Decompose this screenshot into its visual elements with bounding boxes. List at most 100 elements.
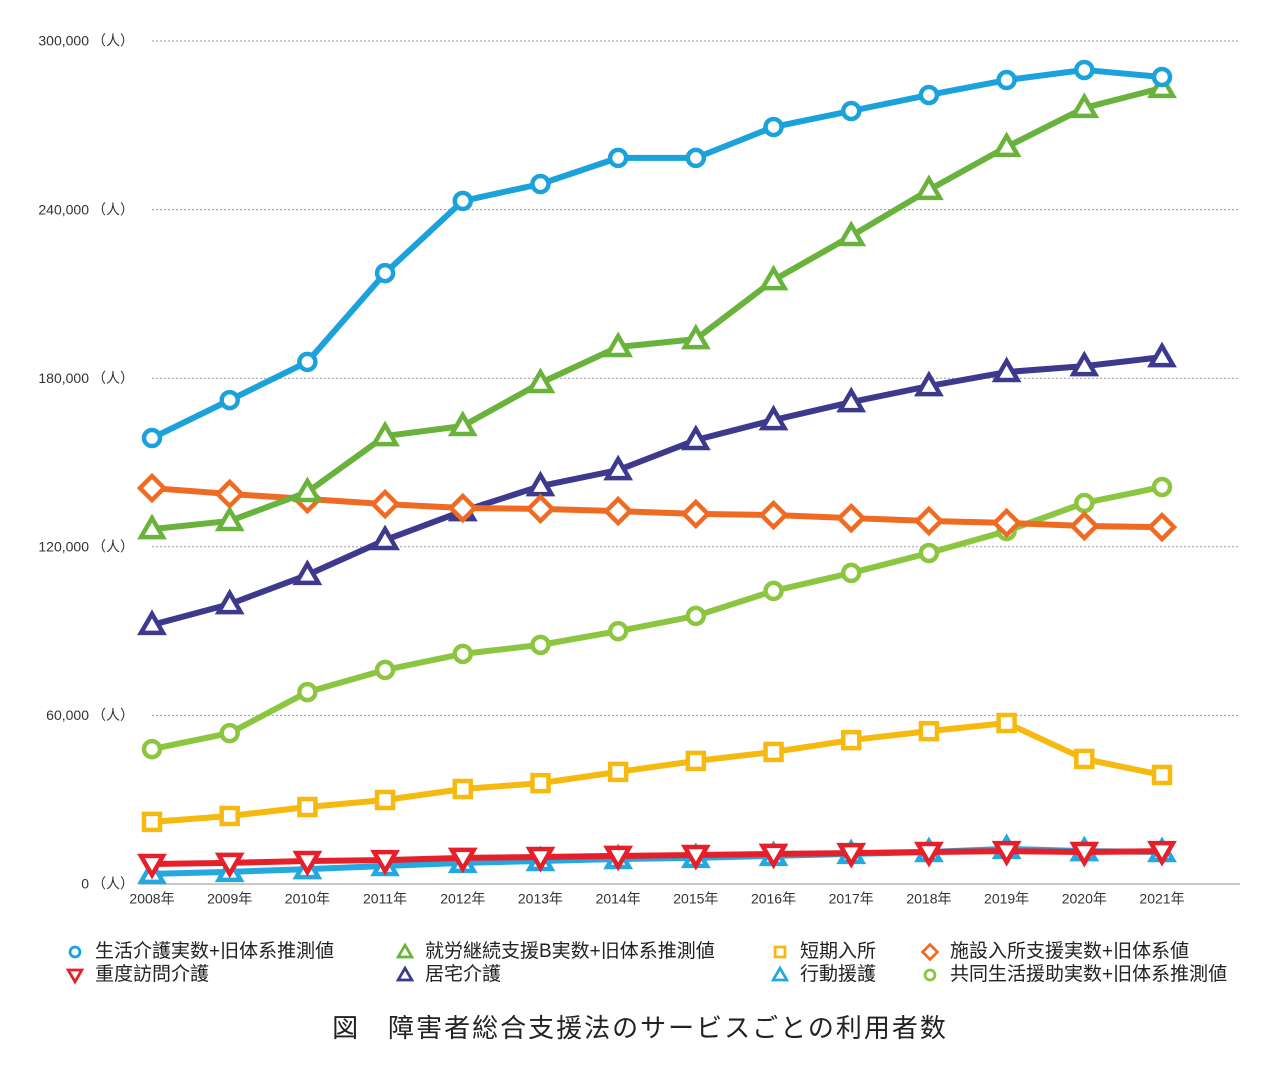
data-point [1069,510,1100,542]
data-point [214,852,245,879]
series-0 [141,59,1173,449]
y-tick-unit: （人） [92,707,134,723]
y-tick-unit: （人） [92,33,134,49]
data-point [680,844,711,871]
data-point [1147,341,1177,368]
legend-item: 施設入所支援実数+旧体系値 [920,940,1245,963]
data-point [297,681,318,703]
data-point [530,634,551,656]
triangle-down-marker-icon [65,968,85,985]
square-marker-icon [773,945,787,958]
chart-legend: 生活介護実数+旧体系推測値 就労継続支援B実数+旧体系推測値 短期入所 施設入所支援実… [65,940,1245,986]
y-tick-label: 0 [81,876,89,892]
x-tick-label: 2020年 [1062,891,1107,907]
line-chart: 0 （人）60,000 （人）120,000 （人）180,000 （人）240,000… [38,33,1240,907]
data-point [918,542,940,564]
data-point [374,659,396,681]
data-point [1151,476,1173,498]
data-point [758,404,789,431]
data-point [602,495,634,527]
legend-item: 就労継続支援B実数+旧体系推測値 [395,940,770,963]
data-point [369,488,401,520]
data-point [996,69,1017,91]
data-point [1151,66,1173,88]
x-tick-label: 2018年 [906,891,951,907]
data-point [918,84,940,106]
data-point [370,524,400,551]
data-point [840,100,862,122]
y-tick-label: 300,000 [38,33,89,49]
data-point [603,845,634,872]
y-tick-label: 240,000 [38,201,89,217]
x-tick-label: 2016年 [751,891,796,907]
legend-label: 就労継続支援B実数+旧体系推測値 [425,941,715,962]
x-tick-label: 2013年 [518,891,563,907]
legend-label: 生活介護実数+旧体系推測値 [95,941,335,962]
data-point [763,741,784,763]
x-tick-label: 2008年 [129,891,174,907]
data-point [913,505,945,537]
x-tick-label: 2021年 [1139,891,1184,907]
x-tick-label: 2012年 [440,891,485,907]
data-point [758,264,789,291]
x-tick-label: 2017年 [829,891,874,907]
legend-label: 居宅介護 [425,964,502,985]
data-point [603,331,634,358]
y-tick-unit: （人） [92,201,134,217]
data-point [374,262,396,284]
data-point [914,841,944,868]
data-point [447,492,478,524]
data-point [685,147,707,169]
data-point [1074,492,1095,514]
data-point [1074,748,1095,770]
data-point [991,356,1022,383]
data-point [914,370,944,397]
data-point [680,323,711,350]
x-tick-label: 2010年 [285,891,330,907]
data-point [1146,511,1178,543]
legend-item: 共同生活援助実数+旧体系推測値 [920,963,1245,986]
data-point [991,840,1022,867]
legend-label: 短期入所 [800,941,877,962]
data-point [1069,841,1100,868]
chart-caption: 図 障害者総合支援法のサービスごとの利用者数 [332,1013,948,1043]
y-tick-label: 120,000 [38,539,89,555]
data-point [141,427,163,449]
data-point [680,424,711,451]
x-tick-label: 2014年 [596,891,641,907]
data-point [525,470,556,497]
series-4 [137,840,1177,880]
series-line [149,719,1165,825]
data-point [292,559,323,586]
series-2 [141,712,1173,833]
legend-label: 施設入所支援実数+旧体系値 [950,941,1190,962]
data-point [840,562,862,584]
legend-item: 短期入所 [770,940,920,963]
circle-marker-icon [923,968,937,981]
data-point [1069,92,1100,119]
y-tick-unit: （人） [92,876,134,892]
data-point [1147,840,1177,867]
series-line [149,483,1165,753]
data-point [141,738,163,760]
y-tick-label: 60,000 [46,707,89,723]
triangle-up-marker-icon [770,964,790,981]
data-point [996,712,1017,734]
data-point [607,620,629,642]
y-tick-unit: （人） [92,539,134,555]
legend-label: 共同生活援助実数+旧体系推測値 [950,964,1228,985]
x-tick-label: 2015年 [673,891,718,907]
data-point [1069,350,1100,377]
data-point [836,842,867,869]
data-point [297,796,318,818]
data-point [214,588,245,615]
data-point [530,772,551,794]
data-point [219,805,240,827]
x-tick-label: 2011年 [363,891,407,907]
data-point [452,190,474,212]
data-point [370,849,400,876]
data-point [603,454,634,481]
data-point [991,131,1022,158]
data-point [991,507,1022,539]
data-point [525,367,556,394]
